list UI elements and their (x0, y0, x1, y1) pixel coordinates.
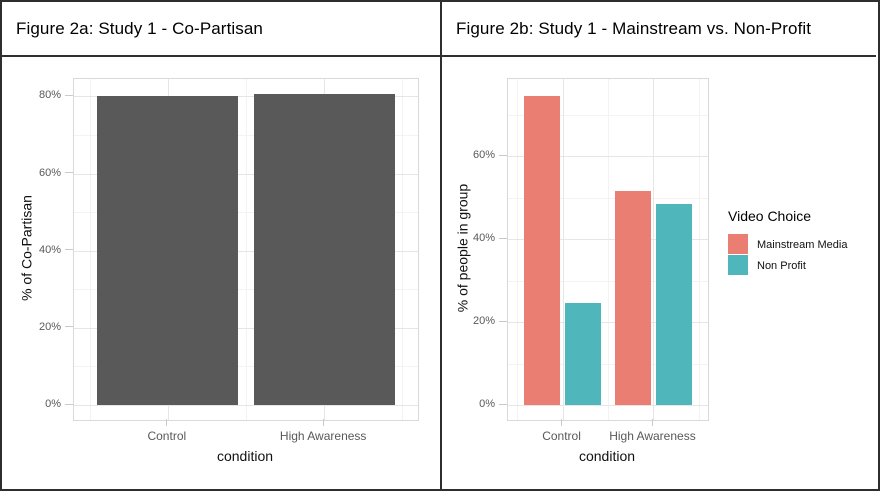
x-minor-gridline (698, 79, 700, 420)
y-axis-title: % of people in group (454, 183, 470, 312)
y-tick-label: 40% (472, 232, 495, 245)
x-tick-mark (166, 419, 168, 426)
y-tick-label: 60% (472, 149, 495, 162)
y-tick-mark (65, 249, 73, 251)
legend-key (728, 255, 748, 275)
x-tick-label: High Awareness (279, 429, 367, 443)
panel-2b-title: Figure 2b: Study 1 - Mainstream vs. Non-… (442, 2, 876, 57)
y-tick-mark (65, 94, 73, 96)
y-major-gridline (74, 96, 418, 98)
y-tick-mark (499, 403, 507, 405)
x-minor-gridline (246, 79, 247, 420)
legend-label: Mainstream Media (757, 238, 848, 251)
y-tick-mark (65, 172, 73, 174)
y-major-gridline (74, 405, 418, 406)
bar (614, 190, 652, 405)
x-major-gridline (653, 79, 655, 420)
y-tick-mark (65, 403, 73, 405)
x-tick-mark (561, 419, 563, 426)
legend-title: Video Choice (728, 208, 812, 224)
x-major-gridline (562, 79, 564, 420)
bar (655, 204, 693, 405)
legend-key (728, 234, 748, 254)
x-tick-label: Control (542, 429, 581, 443)
y-major-gridline (508, 239, 708, 241)
bar (97, 95, 239, 405)
x-tick-label: High Awareness (609, 429, 696, 443)
panel-2a-title: Figure 2a: Study 1 - Co-Partisan (2, 2, 440, 57)
bar (523, 95, 561, 405)
y-major-gridline (508, 405, 708, 406)
y-major-gridline (508, 322, 708, 324)
chart-mainstream-vs-nonprofit: 0% 20% 40% 60% Control High Awareness conditio… (442, 57, 876, 489)
bar (253, 94, 395, 405)
plot-panel (73, 78, 419, 421)
y-major-gridline (74, 327, 418, 329)
x-tick-label: Control (147, 429, 187, 443)
x-minor-gridline (517, 79, 519, 420)
y-tick-mark (65, 326, 73, 328)
panel-figure-2b: Figure 2b: Study 1 - Mainstream vs. Non-… (440, 2, 876, 489)
panel-figure-2a: Figure 2a: Study 1 - Co-Partisan 0% 20% 40… (2, 2, 440, 489)
y-tick-mark (499, 320, 507, 322)
y-major-gridline (74, 250, 418, 252)
x-minor-gridline (402, 79, 404, 420)
y-major-gridline (508, 156, 708, 158)
y-tick-label: 20% (38, 320, 61, 333)
y-tick-mark (499, 154, 507, 156)
y-tick-label: 0% (45, 398, 61, 410)
x-tick-mark (322, 419, 324, 426)
x-tick-mark (651, 419, 653, 426)
y-tick-label: 0% (479, 398, 495, 410)
x-minor-gridline (89, 79, 91, 420)
plot-panel (507, 78, 709, 421)
y-tick-label: 60% (38, 166, 61, 179)
y-tick-label: 80% (38, 89, 61, 102)
y-axis-title: % of Co-Partisan (18, 194, 34, 301)
chart-co-partisan: 0% 20% 40% 60% 80% Control High Awareness condi… (2, 57, 440, 489)
y-tick-label: 40% (38, 243, 61, 256)
legend-label: Non Profit (757, 259, 806, 272)
x-minor-gridline (608, 79, 609, 420)
bar (564, 302, 602, 405)
y-tick-label: 20% (472, 315, 495, 328)
y-major-gridline (74, 173, 418, 175)
x-axis-title: condition (578, 448, 636, 464)
x-axis-title: condition (216, 448, 274, 464)
y-tick-mark (499, 237, 507, 239)
